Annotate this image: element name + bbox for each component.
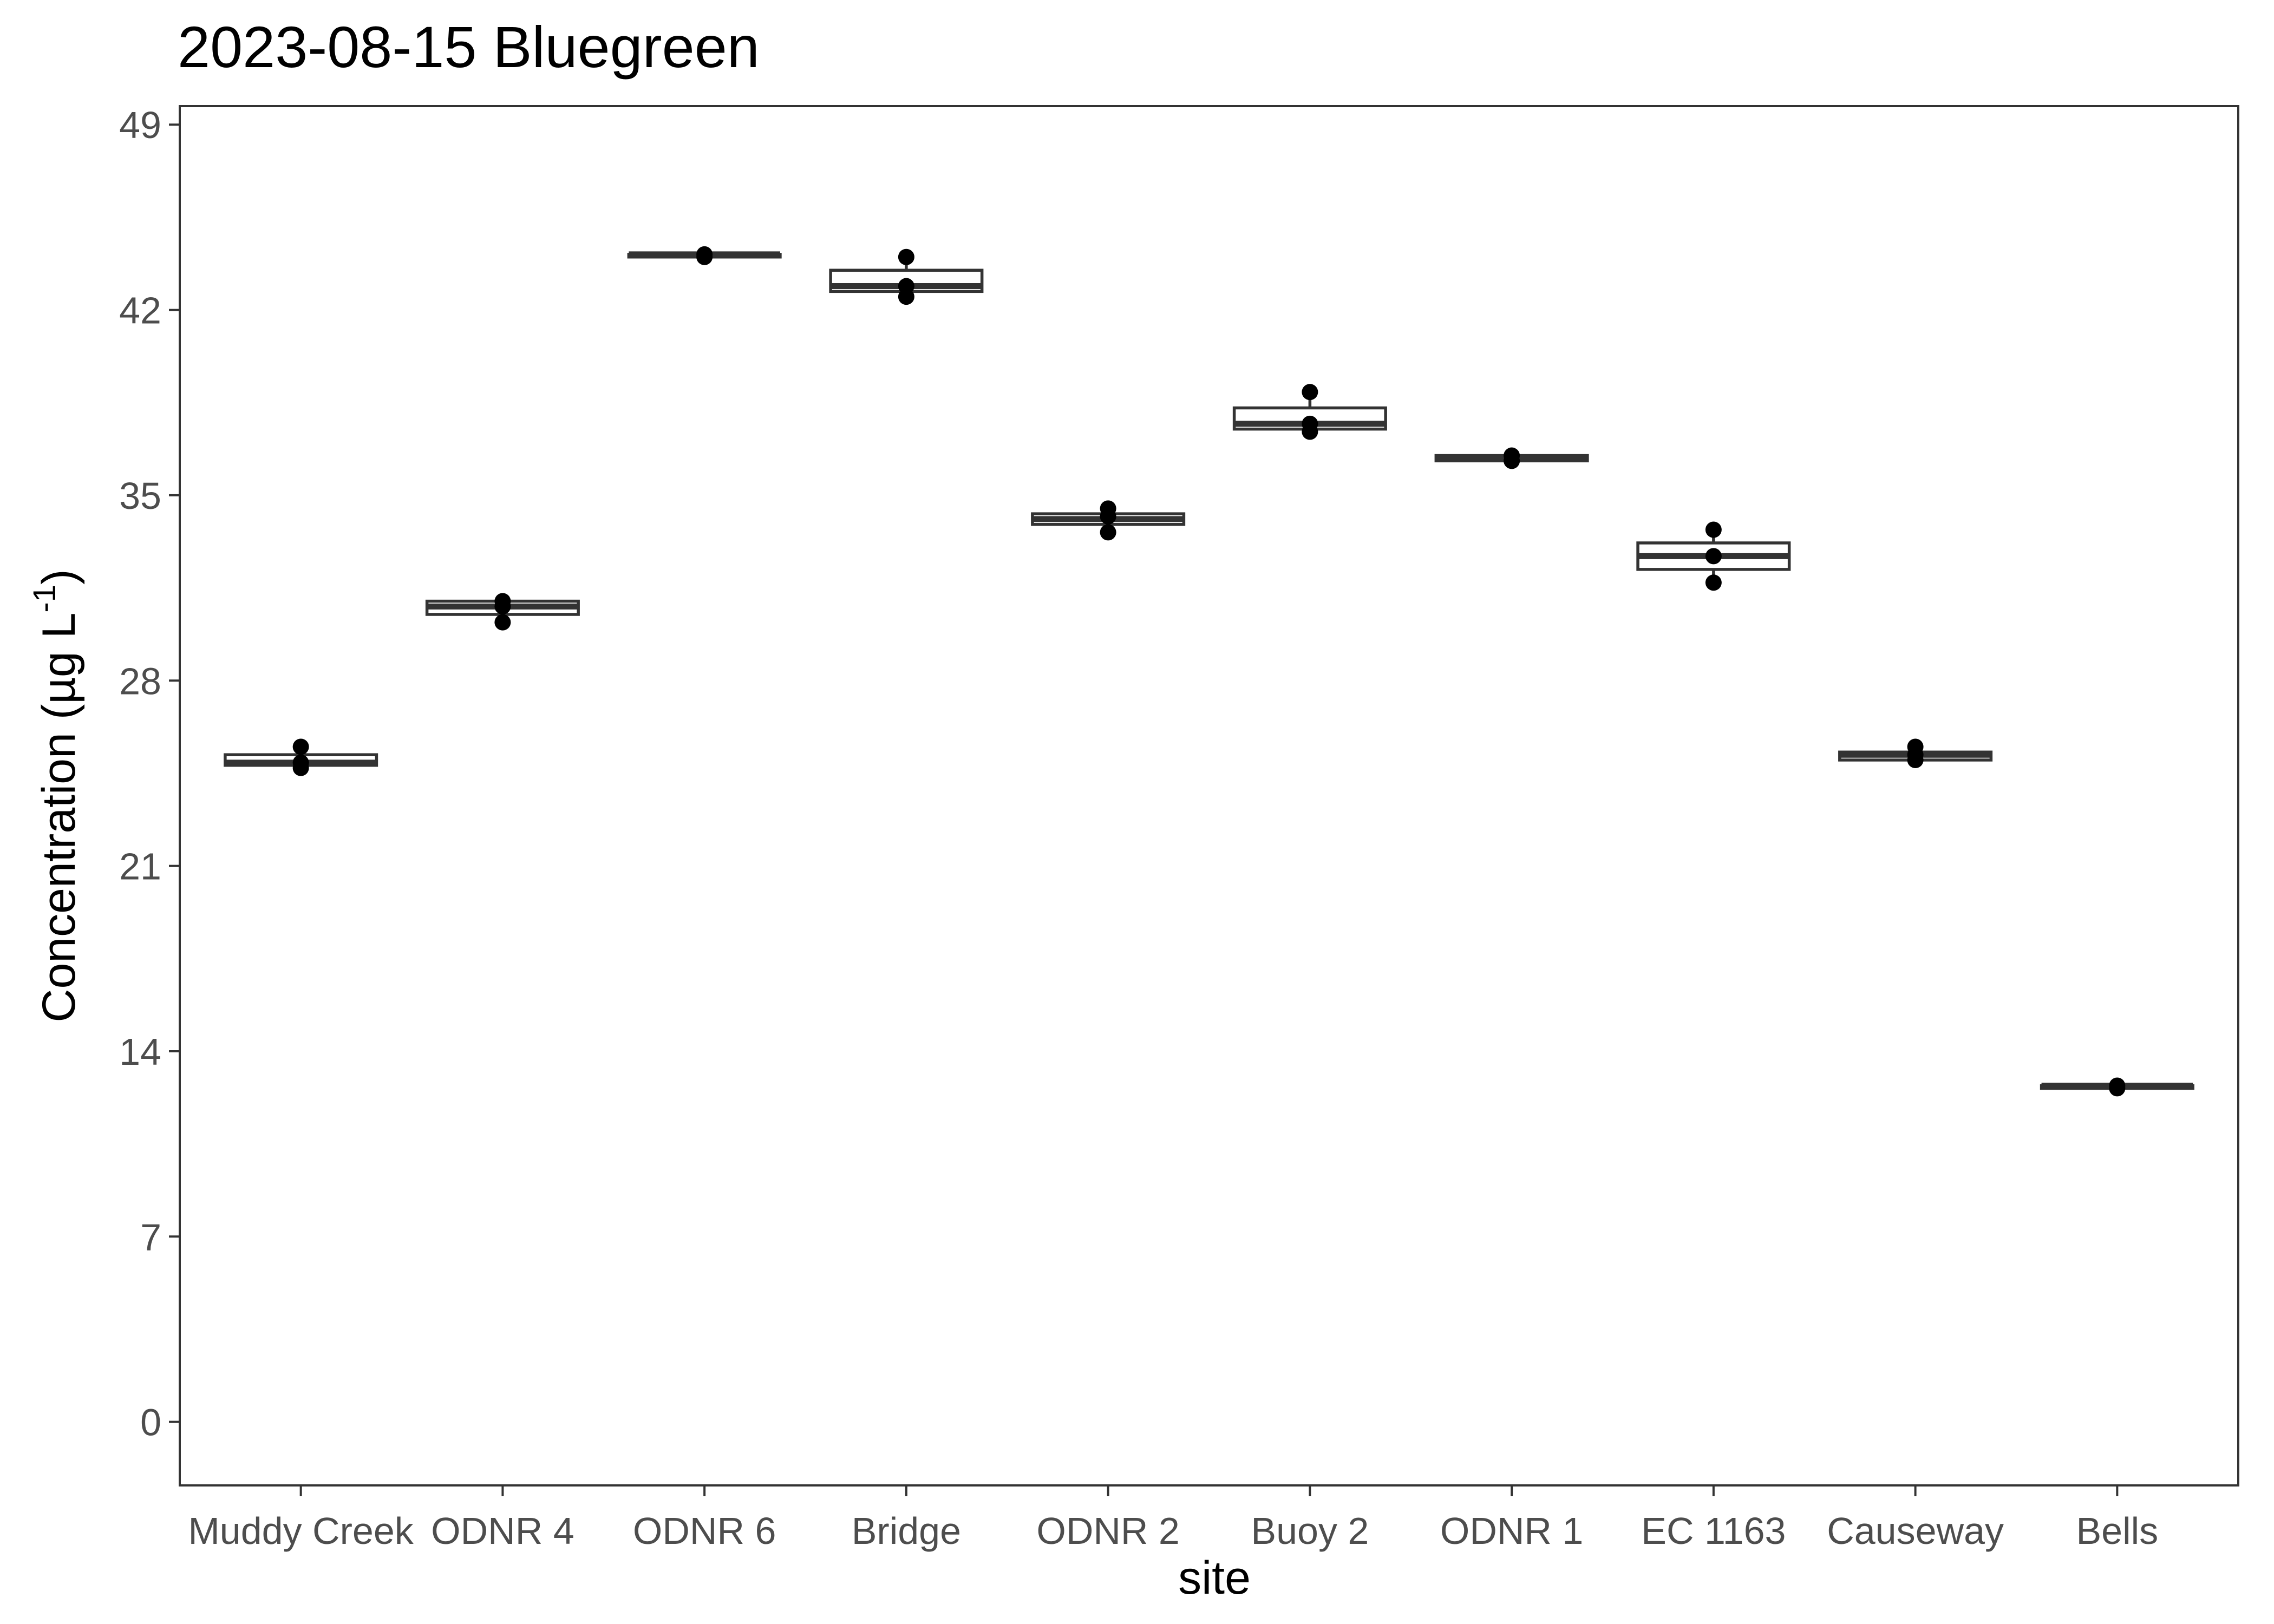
box-group — [829, 248, 984, 305]
data-point — [1705, 548, 1722, 565]
chart-title: 2023-08-15 Bluegreen — [178, 14, 760, 80]
x-tick-label: Causeway — [1827, 1510, 2004, 1552]
y-tick-label: 42 — [119, 290, 161, 332]
data-point — [292, 759, 309, 776]
x-tick-label: Muddy Creek — [188, 1510, 414, 1552]
box-group — [2040, 1077, 2194, 1097]
data-point — [494, 614, 511, 631]
y-axis-title: Concentration (µg L-1) — [27, 569, 85, 1022]
data-point — [898, 289, 914, 305]
x-tick-label: EC 1163 — [1641, 1510, 1786, 1552]
data-point — [1705, 574, 1722, 591]
y-tick-label: 21 — [119, 846, 161, 888]
box-group — [1434, 447, 1589, 469]
y-tick-label: 28 — [119, 660, 161, 702]
data-point — [292, 738, 309, 755]
y-tick-label: 0 — [140, 1402, 161, 1444]
data-point — [1100, 508, 1116, 525]
data-point — [2109, 1080, 2126, 1097]
x-tick-label: ODNR 2 — [1036, 1510, 1179, 1552]
data-point — [898, 248, 914, 265]
box-group — [1838, 738, 1993, 768]
x-tick-label: ODNR 6 — [633, 1510, 776, 1552]
data-point — [696, 246, 713, 263]
y-tick-label: 14 — [119, 1031, 161, 1073]
box-group — [1232, 384, 1387, 440]
data-point — [1302, 384, 1318, 401]
data-point — [1907, 751, 1924, 768]
y-axis-title-text: Concentration (µg L — [33, 613, 85, 1023]
x-tick-label: Bells — [2076, 1510, 2158, 1552]
y-axis-title-superscript: -1 — [27, 585, 62, 613]
box-group — [1031, 500, 1186, 541]
x-tick-label: ODNR 4 — [431, 1510, 574, 1552]
y-tick-label: 7 — [140, 1216, 161, 1258]
y-axis-title-close: ) — [33, 569, 85, 585]
y-axis: 0 7 14 21 28 35 42 49 — [119, 104, 180, 1444]
box-group — [425, 593, 580, 631]
x-tick-label: Bridge — [852, 1510, 961, 1552]
x-axis: Muddy Creek ODNR 4 ODNR 6 Bridge ODNR 2 Buoy … — [188, 1485, 2158, 1552]
y-tick-label: 35 — [119, 475, 161, 517]
x-tick-label: Buoy 2 — [1251, 1510, 1369, 1552]
data-point — [1100, 524, 1116, 541]
box-group — [1636, 521, 1791, 591]
x-axis-title: site — [1178, 1552, 1251, 1604]
plot-panel — [179, 105, 2239, 1487]
x-tick-label: ODNR 1 — [1440, 1510, 1583, 1552]
data-point — [1705, 521, 1722, 538]
y-tick-label: 49 — [119, 104, 161, 146]
data-point — [1302, 423, 1318, 440]
box-group — [627, 246, 782, 265]
box-group — [224, 738, 378, 776]
data-point — [1504, 453, 1520, 469]
data-point — [494, 598, 511, 615]
box-series — [224, 246, 2194, 1097]
